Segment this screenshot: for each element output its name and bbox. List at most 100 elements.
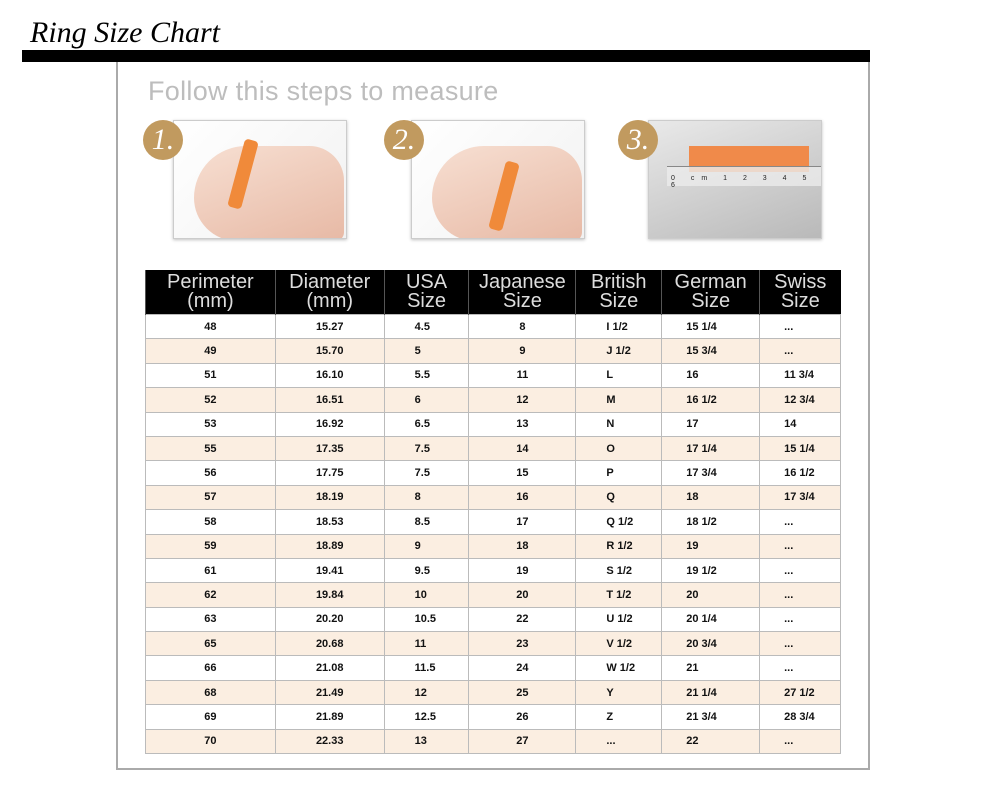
table-cell: 20 3/4 xyxy=(661,631,761,657)
table-cell: 6 xyxy=(383,387,470,413)
table-cell: 68 xyxy=(145,679,276,706)
table-cell: 18.89 xyxy=(274,533,385,559)
table-cell: ... xyxy=(759,557,841,584)
table-cell: 19.84 xyxy=(274,582,385,608)
column-header: Japanese Size xyxy=(468,270,576,315)
table-cell: 27 1/2 xyxy=(759,679,841,706)
table-row: 69 21.89 12.5 26 Z 21 3/4 28 3/4 xyxy=(145,704,841,730)
table-cell: 10 xyxy=(383,582,470,608)
step-3-badge: 3. xyxy=(618,120,658,160)
table-cell: ... xyxy=(759,655,841,681)
table-cell: 19 xyxy=(468,557,577,584)
table-cell: P xyxy=(575,460,663,486)
column-header: German Size xyxy=(661,270,760,315)
table-cell: 5 xyxy=(383,338,470,364)
table-row: 58 18.53 8.5 17 Q 1/2 18 1/2... xyxy=(145,509,841,535)
table-cell: 27 xyxy=(468,728,577,755)
table-row: 49 15.70 5 9 J 1/2 15 3/4... xyxy=(145,338,841,364)
table-cell: 22 xyxy=(468,606,577,633)
table-cell: 14 xyxy=(468,435,577,462)
table-cell: ... xyxy=(759,582,841,608)
table-cell: 11 3/4 xyxy=(759,362,841,389)
column-header-line: Perimeter xyxy=(167,271,254,293)
table-cell: 24 xyxy=(468,655,577,681)
table-cell: 15.70 xyxy=(274,338,385,364)
table-cell: 12 3/4 xyxy=(759,387,841,413)
table-cell: 66 xyxy=(145,655,276,681)
column-header-line: USA xyxy=(405,271,448,293)
table-cell: 11.5 xyxy=(383,655,470,681)
steps-heading: Follow this steps to measure xyxy=(148,76,499,106)
table-cell: I 1/2 xyxy=(575,313,663,340)
table-cell: V 1/2 xyxy=(575,631,663,657)
table-cell: 20 xyxy=(468,582,577,608)
column-header: USA Size xyxy=(383,270,469,315)
step-2-badge: 2. xyxy=(384,120,424,160)
table-cell: O xyxy=(575,435,663,462)
column-header-line: German xyxy=(674,271,747,293)
table-cell: ... xyxy=(759,728,841,755)
column-header-line: Size xyxy=(780,290,820,312)
table-cell: 21 xyxy=(661,655,761,681)
table-cell: 8.5 xyxy=(383,509,470,535)
table-cell: 61 xyxy=(145,557,276,584)
table-cell: 18 1/2 xyxy=(661,509,761,535)
table-row: 56 17.75 7.5 15 P 17 3/4 16 1/2 xyxy=(145,460,841,486)
table-cell: 17 xyxy=(468,509,577,535)
table-cell: 70 xyxy=(145,728,276,755)
table-cell: ... xyxy=(759,313,841,340)
table-cell: 69 xyxy=(145,704,276,730)
column-header: Swiss Size xyxy=(759,270,841,315)
column-header-line: Swiss xyxy=(774,271,827,293)
column-header-line: Japanese xyxy=(479,271,566,293)
column-header: British Size xyxy=(575,270,662,315)
table-cell: 55 xyxy=(145,435,276,462)
table-cell: 48 xyxy=(145,313,276,340)
table-cell: 15 xyxy=(468,460,577,486)
table-cell: 8 xyxy=(383,484,470,511)
table-cell: 12 xyxy=(468,387,577,413)
table-cell: 49 xyxy=(145,338,276,364)
table-cell: 19.41 xyxy=(274,557,385,584)
table-row: 66 21.08 11.5 24 W 1/2 21... xyxy=(145,655,841,681)
table-cell: 7.5 xyxy=(383,460,470,486)
table-cell: 16.10 xyxy=(274,362,385,389)
table-cell: ... xyxy=(759,533,841,559)
page-title: Ring Size Chart xyxy=(30,16,221,49)
table-cell: 22.33 xyxy=(274,728,385,755)
table-cell: 6.5 xyxy=(383,411,470,437)
table-cell: Q 1/2 xyxy=(575,509,663,535)
table-cell: 16.92 xyxy=(274,411,385,437)
step-1-badge: 1. xyxy=(143,120,183,160)
table-cell: 12.5 xyxy=(383,704,470,730)
table-cell: 18 xyxy=(468,533,577,559)
column-header: Perimeter (mm) xyxy=(145,270,276,315)
table-cell: 28 3/4 xyxy=(759,704,841,730)
table-cell: 16 xyxy=(468,484,577,511)
table-cell: 8 xyxy=(468,313,577,340)
table-cell: W 1/2 xyxy=(575,655,663,681)
table-cell: 20 xyxy=(661,582,761,608)
table-cell: 10.5 xyxy=(383,606,470,633)
table-cell: 62 xyxy=(145,582,276,608)
table-cell: N xyxy=(575,411,663,437)
table-cell: J 1/2 xyxy=(575,338,663,364)
table-cell: ... xyxy=(575,728,663,755)
table-cell: R 1/2 xyxy=(575,533,663,559)
column-header-line: (mm) xyxy=(187,290,234,312)
step-3-image: 0 cm 1 2 3 4 5 6 xyxy=(648,120,822,239)
table-cell: 16 1/2 xyxy=(759,460,841,486)
table-cell: 17.35 xyxy=(274,435,385,462)
table-cell: 21 3/4 xyxy=(661,704,761,730)
table-cell: 25 xyxy=(468,679,577,706)
table-row: 55 17.35 7.5 14 O 17 1/4 15 1/4 xyxy=(145,435,841,462)
column-header-line: (mm) xyxy=(306,290,354,312)
table-cell: 23 xyxy=(468,631,577,657)
table-cell: 58 xyxy=(145,509,276,535)
table-row: 63 20.20 10.5 22 U 1/2 20 1/4... xyxy=(145,606,841,633)
column-header-line: Size xyxy=(599,290,639,312)
table-cell: 17.75 xyxy=(274,460,385,486)
table-cell: 14 xyxy=(759,411,841,437)
table-cell: 26 xyxy=(468,704,577,730)
table-cell: 11 xyxy=(383,631,470,657)
